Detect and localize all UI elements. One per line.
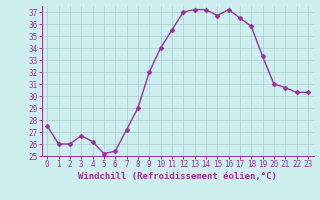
X-axis label: Windchill (Refroidissement éolien,°C): Windchill (Refroidissement éolien,°C) (78, 172, 277, 181)
